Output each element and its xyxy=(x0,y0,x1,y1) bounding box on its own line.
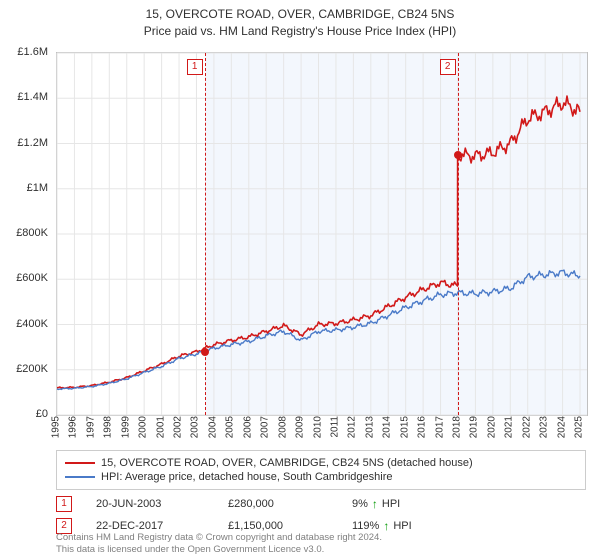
arrow-up-icon: ↑ xyxy=(383,519,389,533)
x-tick-label: 1995 xyxy=(51,416,62,438)
sale-date: 22-DEC-2017 xyxy=(96,520,204,532)
y-tick-label: £600K xyxy=(16,272,48,284)
chart-plot-area: 12 xyxy=(56,52,588,416)
x-tick-label: 1996 xyxy=(68,416,79,438)
legend-item: HPI: Average price, detached house, Sout… xyxy=(65,471,577,483)
sale-price: £1,150,000 xyxy=(228,520,328,532)
x-tick-label: 2014 xyxy=(382,416,393,438)
y-tick-label: £800K xyxy=(16,227,48,239)
x-tick-label: 2025 xyxy=(574,416,585,438)
x-tick-label: 2013 xyxy=(364,416,375,438)
license-text: Contains HM Land Registry data © Crown c… xyxy=(56,532,586,556)
sale-hpi-pct: 119% xyxy=(352,520,379,532)
legend-swatch xyxy=(65,462,95,464)
legend-item: 15, OVERCOTE ROAD, OVER, CAMBRIDGE, CB24… xyxy=(65,457,577,469)
sale-row: 1 20-JUN-2003 £280,000 9% ↑ HPI xyxy=(56,496,586,512)
x-tick-label: 2007 xyxy=(260,416,271,438)
x-tick-label: 2015 xyxy=(399,416,410,438)
chart-title-line2: Price paid vs. HM Land Registry's House … xyxy=(0,23,600,44)
x-tick-label: 2017 xyxy=(434,416,445,438)
x-tick-label: 2010 xyxy=(312,416,323,438)
sale-hpi: 119% ↑ HPI xyxy=(352,519,412,533)
x-tick-label: 2020 xyxy=(486,416,497,438)
x-tick-label: 2012 xyxy=(347,416,358,438)
x-tick-label: 2022 xyxy=(521,416,532,438)
y-tick-label: £1.4M xyxy=(17,91,48,103)
arrow-up-icon: ↑ xyxy=(372,497,378,511)
y-tick-label: £1.2M xyxy=(17,137,48,149)
x-axis-labels: 1995199619971998199920002001200220032004… xyxy=(56,414,586,454)
y-tick-label: £1.6M xyxy=(17,46,48,58)
legend-label: HPI: Average price, detached house, Sout… xyxy=(101,471,392,483)
x-tick-label: 2009 xyxy=(295,416,306,438)
x-tick-label: 2016 xyxy=(417,416,428,438)
y-tick-label: £200K xyxy=(16,363,48,375)
x-tick-label: 1997 xyxy=(85,416,96,438)
sale-price: £280,000 xyxy=(228,498,328,510)
chart-title-line1: 15, OVERCOTE ROAD, OVER, CAMBRIDGE, CB24… xyxy=(0,0,600,23)
sale-hpi-label: HPI xyxy=(382,498,400,510)
x-tick-label: 2005 xyxy=(225,416,236,438)
license-line1: Contains HM Land Registry data © Crown c… xyxy=(56,532,382,543)
x-tick-label: 2018 xyxy=(451,416,462,438)
chart-svg xyxy=(57,53,587,415)
x-tick-label: 2002 xyxy=(173,416,184,438)
x-tick-label: 2008 xyxy=(277,416,288,438)
x-tick-label: 2001 xyxy=(155,416,166,438)
legend-swatch xyxy=(65,476,95,478)
sale-hpi-pct: 9% xyxy=(352,498,368,510)
x-tick-label: 2004 xyxy=(207,416,218,438)
x-tick-label: 1998 xyxy=(103,416,114,438)
legend: 15, OVERCOTE ROAD, OVER, CAMBRIDGE, CB24… xyxy=(56,450,586,490)
x-tick-label: 2006 xyxy=(242,416,253,438)
license-line2: This data is licensed under the Open Gov… xyxy=(56,544,324,555)
sale-marker-badge: 1 xyxy=(56,496,72,512)
x-tick-label: 2023 xyxy=(539,416,550,438)
x-tick-label: 2000 xyxy=(138,416,149,438)
legend-label: 15, OVERCOTE ROAD, OVER, CAMBRIDGE, CB24… xyxy=(101,457,473,469)
y-tick-label: £0 xyxy=(36,408,48,420)
y-tick-label: £400K xyxy=(16,318,48,330)
y-axis-labels: £0£200K£400K£600K£800K£1M£1.2M£1.4M£1.6M xyxy=(0,52,52,414)
x-tick-label: 2024 xyxy=(556,416,567,438)
x-tick-label: 2011 xyxy=(329,416,340,438)
x-tick-label: 2003 xyxy=(190,416,201,438)
x-tick-label: 1999 xyxy=(120,416,131,438)
sale-hpi-label: HPI xyxy=(393,520,411,532)
sale-date: 20-JUN-2003 xyxy=(96,498,204,510)
y-tick-label: £1M xyxy=(27,182,48,194)
x-tick-label: 2021 xyxy=(504,416,515,438)
x-tick-label: 2019 xyxy=(469,416,480,438)
sale-hpi: 9% ↑ HPI xyxy=(352,497,400,511)
